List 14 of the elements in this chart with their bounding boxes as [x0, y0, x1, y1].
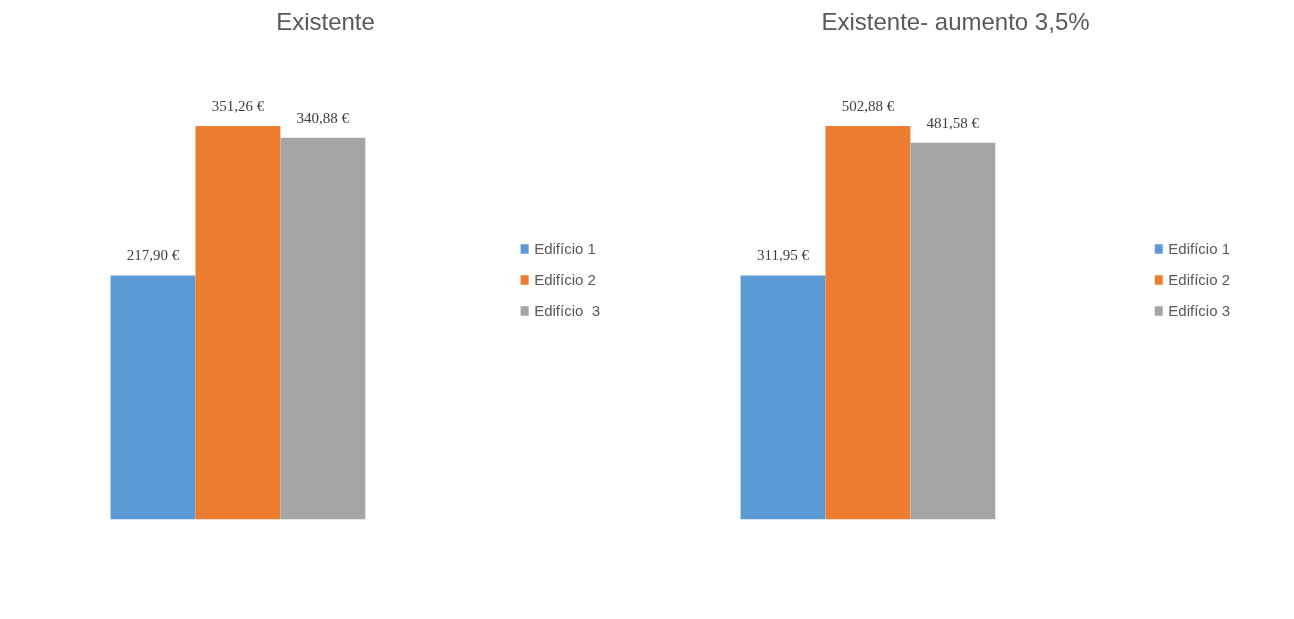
data-label: 340,88 € — [296, 109, 350, 126]
legend-label: Edifício 2 — [1168, 270, 1230, 288]
chart-title: Existente- aumento 3,5% — [821, 7, 1090, 35]
legend-label: Edifício 1 — [1168, 239, 1230, 257]
chart-title: Existente — [276, 7, 375, 35]
legend-label: Edifício 1 — [534, 239, 596, 257]
data-label: 351,26 € — [211, 98, 265, 115]
data-label: 217,90 € — [126, 247, 180, 264]
legend-label: Edifício 3 — [534, 301, 600, 319]
data-label: 311,95 € — [757, 247, 810, 264]
data-label: 502,88 € — [841, 98, 895, 115]
legend-label: Edifício 2 — [534, 270, 596, 288]
data-label: 481,58 € — [926, 114, 980, 131]
legend-label: Edifício 3 — [1168, 301, 1230, 319]
